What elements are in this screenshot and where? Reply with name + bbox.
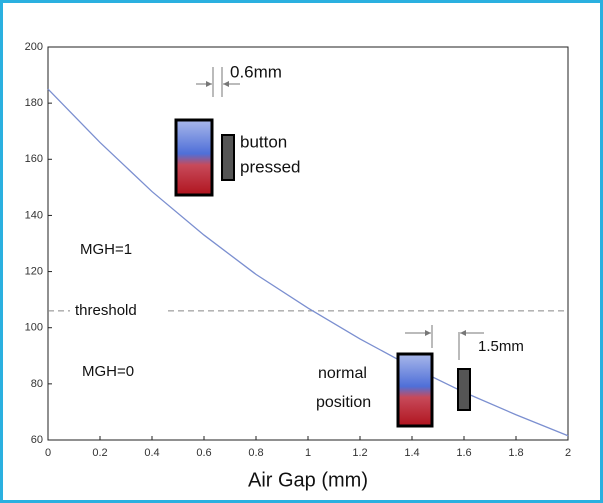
plot-area xyxy=(47,46,569,441)
x-tick-label: 0.2 xyxy=(92,447,107,459)
annotation: normal xyxy=(318,365,367,382)
annotation: MGH=1 xyxy=(80,241,132,258)
annotation: button xyxy=(240,132,287,151)
x-tick-label: 1.8 xyxy=(508,447,523,459)
y-tick-label: 180 xyxy=(25,97,43,109)
y-tick-label: 60 xyxy=(31,434,43,446)
y-tick-label: 200 xyxy=(25,41,43,53)
y-tick-label: 80 xyxy=(31,378,43,390)
x-tick-label: 1.4 xyxy=(404,447,419,459)
x-tick-label: 1.6 xyxy=(456,447,471,459)
x-tick-label: 0.4 xyxy=(144,447,159,459)
y-tick-label: 120 xyxy=(25,265,43,277)
data-line xyxy=(47,88,569,437)
x-axis-label: Air Gap (mm) xyxy=(248,469,368,491)
magnet-normal xyxy=(396,325,484,428)
x-tick-label: 2 xyxy=(565,447,571,459)
magnet-pressed xyxy=(174,67,240,197)
marks xyxy=(47,46,569,441)
threshold-label: threshold xyxy=(75,302,137,319)
x-tick-label: 1.2 xyxy=(352,447,367,459)
annotation: 1.5mm xyxy=(478,338,524,355)
x-tick-label: 0.8 xyxy=(248,447,263,459)
threshold-label-bg xyxy=(70,301,168,320)
x-tick-label: 0 xyxy=(45,447,51,459)
annotation: position xyxy=(316,394,371,411)
y-tick-label: 100 xyxy=(25,322,43,334)
annotation: 0.6mm xyxy=(230,62,282,81)
x-tick-label: 1 xyxy=(305,447,311,459)
annotation: MGH=0 xyxy=(82,363,134,380)
y-tick-label: 140 xyxy=(25,209,43,221)
x-tick-label: 0.6 xyxy=(196,447,211,459)
y-tick-label: 160 xyxy=(25,153,43,165)
annotation: pressed xyxy=(240,157,300,176)
